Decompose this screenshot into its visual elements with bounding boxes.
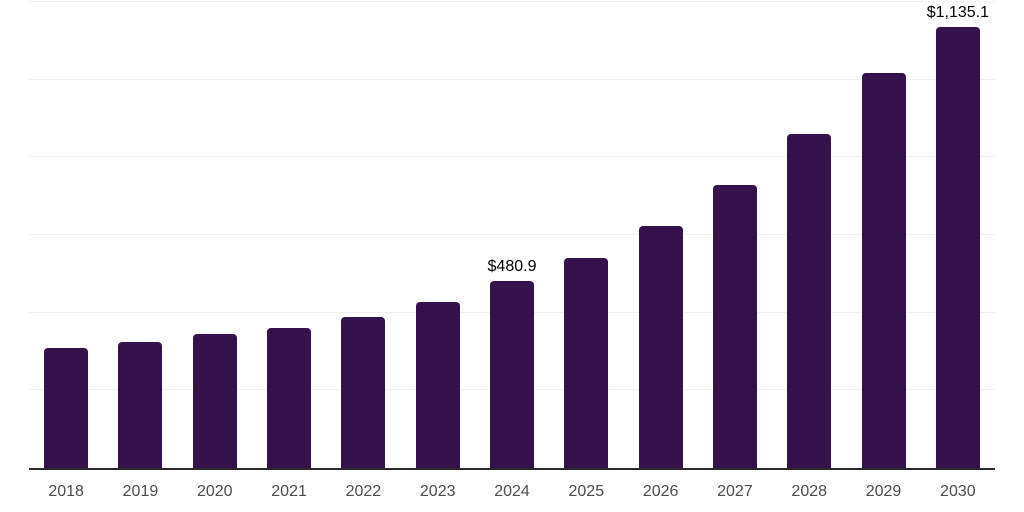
bar-2019	[118, 342, 163, 468]
x-tick-2019: 2019	[122, 483, 159, 500]
x-tick-2025: 2025	[568, 483, 605, 500]
bar-2026	[638, 226, 683, 468]
x-tick-2024: 2024	[494, 483, 530, 500]
bar-2020	[192, 334, 237, 468]
plot-area: $480.9 $1,135.1	[29, 1, 995, 470]
gridline-1200	[29, 1, 995, 2]
x-tick-2022: 2022	[345, 483, 382, 500]
value-label-2030: $1,135.1	[926, 4, 989, 22]
bar-2024	[490, 281, 534, 468]
x-axis-ticks: 2018 2019 2020 2021 2022 2023 2024 2025 2026 2027…	[29, 483, 995, 505]
x-tick-2021: 2021	[271, 483, 307, 500]
bar-2018	[44, 348, 89, 468]
bar-2027	[712, 184, 757, 468]
bar-2022	[341, 316, 386, 468]
x-tick-2020: 2020	[196, 483, 233, 500]
bar-2029	[861, 72, 906, 468]
value-label-2024: $480.9	[487, 258, 537, 276]
x-tick-2027: 2027	[717, 483, 753, 500]
gridline-600	[29, 234, 995, 235]
x-tick-2029: 2029	[865, 483, 902, 500]
x-tick-2028: 2028	[791, 483, 828, 500]
gridline-800	[29, 156, 995, 158]
x-tick-2018: 2018	[48, 483, 84, 500]
bar-2021	[267, 327, 312, 468]
x-tick-2030: 2030	[940, 483, 976, 500]
x-tick-2026: 2026	[642, 483, 679, 500]
bar-2028	[787, 134, 832, 468]
x-tick-2023: 2023	[419, 483, 456, 500]
bar-2025	[564, 257, 609, 468]
bar-2030	[935, 27, 980, 468]
x-axis-line	[29, 468, 995, 470]
bar-2023	[415, 301, 460, 468]
gridline-1000	[29, 78, 995, 80]
